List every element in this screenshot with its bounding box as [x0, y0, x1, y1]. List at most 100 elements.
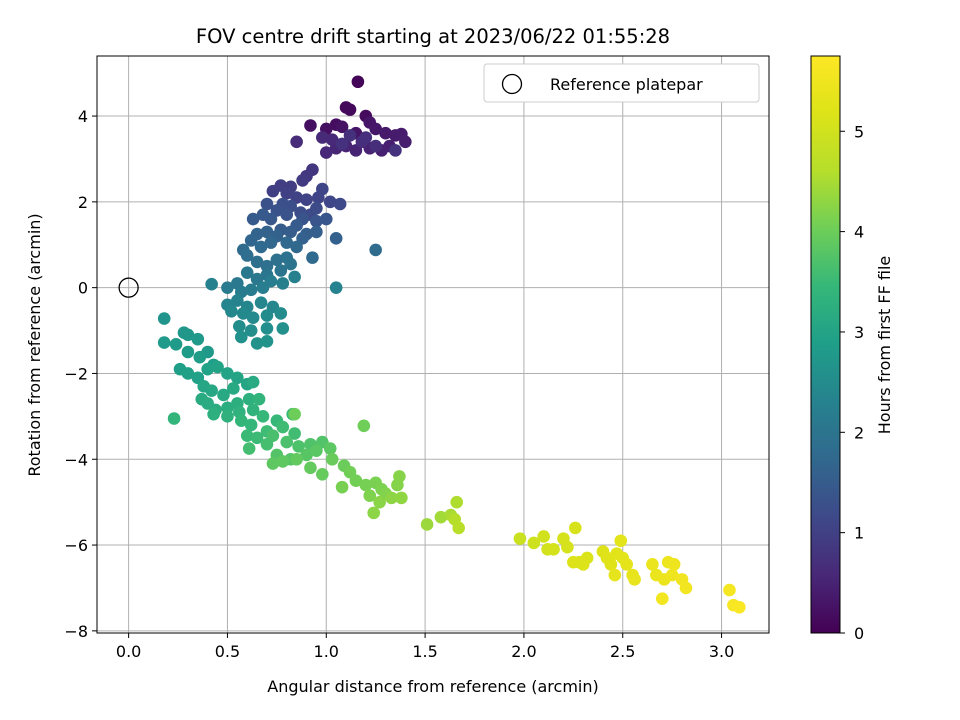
data-point — [434, 510, 448, 524]
colorbar: 0 1 2 3 4 5 Hours from first FF file — [810, 55, 894, 643]
data-point — [181, 328, 195, 342]
data-point — [227, 382, 240, 395]
data-point — [369, 243, 382, 257]
data-point — [319, 146, 333, 159]
data-point — [300, 193, 313, 207]
data-point — [527, 536, 541, 550]
data-point — [679, 581, 693, 595]
data-point — [335, 480, 349, 494]
legend-box — [483, 63, 760, 103]
plot-frame — [96, 55, 770, 634]
data-point — [217, 388, 230, 402]
data-point — [310, 444, 323, 457]
data-point — [351, 75, 365, 89]
reference-point — [118, 277, 139, 298]
data-point — [335, 120, 349, 134]
data-point — [608, 568, 622, 582]
legend-marker-open-circle — [501, 73, 523, 95]
data-point — [205, 384, 218, 397]
data-point — [547, 543, 560, 556]
data-point — [284, 257, 297, 271]
data-point — [266, 429, 280, 442]
data-point — [276, 455, 290, 468]
data-point — [333, 197, 347, 211]
data-point — [620, 558, 633, 571]
colorbar-label: Hours from first FF file — [875, 256, 894, 435]
data-point — [280, 186, 294, 200]
data-point — [266, 457, 280, 470]
data-point — [274, 307, 288, 320]
data-point — [288, 270, 301, 284]
data-point — [399, 135, 412, 149]
data-point — [325, 452, 339, 466]
data-point — [244, 418, 258, 432]
data-point — [260, 197, 274, 211]
data-point — [561, 540, 574, 554]
y-tick-label: −4 — [64, 450, 88, 469]
data-point — [306, 251, 319, 264]
data-point — [280, 236, 294, 249]
data-point — [537, 530, 550, 543]
data-point — [363, 489, 377, 503]
data-point — [231, 294, 244, 307]
legend: Reference platepar — [483, 63, 760, 103]
data-point — [304, 119, 317, 132]
data-point — [240, 429, 254, 442]
data-point — [288, 407, 301, 421]
data-point — [513, 532, 527, 545]
data-point — [335, 137, 349, 151]
data-point — [250, 255, 264, 269]
data-point — [221, 367, 234, 380]
data-point — [290, 240, 303, 254]
data-point — [343, 129, 357, 142]
data-point — [234, 330, 248, 344]
x-tick-label: 0.0 — [116, 642, 141, 661]
data-point — [280, 208, 294, 222]
data-point — [296, 174, 309, 187]
data-point — [169, 337, 183, 351]
data-point — [292, 440, 305, 453]
data-point — [452, 521, 465, 535]
data-point — [264, 236, 278, 249]
data-point — [373, 495, 386, 509]
data-point — [252, 392, 266, 406]
data-point — [304, 461, 317, 475]
y-tick-label: −2 — [64, 364, 88, 383]
data-point — [393, 470, 406, 483]
data-point — [369, 139, 382, 153]
data-point — [276, 420, 290, 434]
data-point — [240, 249, 254, 262]
data-point — [316, 467, 329, 481]
data-point — [205, 277, 218, 291]
data-point — [225, 304, 238, 318]
colorbar-gradient — [810, 55, 841, 634]
data-point — [221, 281, 234, 294]
data-point — [264, 274, 278, 288]
data-point — [323, 442, 337, 455]
x-tick-label: 1.5 — [412, 642, 437, 661]
data-point — [310, 225, 323, 239]
x-tick-label: 2.0 — [511, 642, 536, 661]
data-point — [236, 307, 250, 320]
data-point — [628, 573, 641, 586]
data-point — [250, 431, 264, 445]
data-point — [604, 558, 618, 571]
data-point — [191, 332, 205, 346]
data-point — [290, 452, 303, 466]
data-point — [723, 583, 736, 597]
data-point — [266, 184, 280, 198]
colorbar-tick-label: 1 — [854, 524, 864, 543]
plot-background — [97, 56, 769, 633]
data-point — [260, 309, 274, 322]
y-tick-label: −8 — [64, 622, 88, 641]
data-point — [329, 281, 343, 294]
data-point — [379, 126, 392, 140]
data-point — [300, 448, 313, 462]
data-point — [614, 534, 628, 548]
y-axis-label: Rotation from reference (arcmin) — [25, 213, 44, 476]
data-point — [325, 133, 339, 146]
data-point — [254, 240, 268, 254]
x-tick-label: 0.5 — [215, 642, 240, 661]
y-tick-label: 2 — [78, 193, 88, 212]
